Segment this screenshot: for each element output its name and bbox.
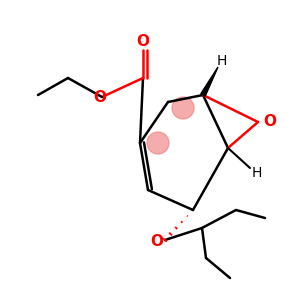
Text: O: O — [136, 34, 149, 50]
Circle shape — [147, 132, 169, 154]
Text: O: O — [151, 235, 164, 250]
Text: O: O — [94, 89, 106, 104]
Polygon shape — [201, 67, 218, 96]
Circle shape — [172, 97, 194, 119]
Text: H: H — [252, 166, 262, 180]
Text: O: O — [263, 115, 277, 130]
Text: H: H — [217, 54, 227, 68]
